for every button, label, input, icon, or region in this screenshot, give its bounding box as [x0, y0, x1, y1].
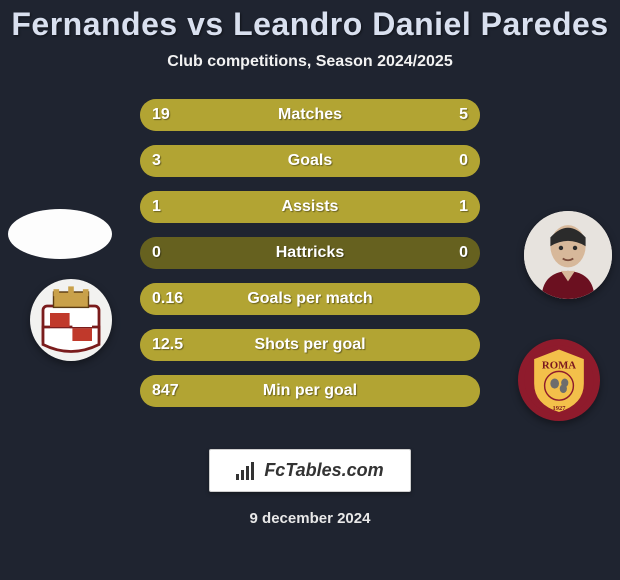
- source-text: FcTables.com: [264, 460, 383, 481]
- page-title: Fernandes vs Leandro Daniel Paredes: [11, 6, 608, 43]
- page-subtitle: Club competitions, Season 2024/2025: [167, 53, 452, 71]
- stat-value-right: 1: [459, 198, 468, 216]
- stat-label: Goals: [140, 152, 480, 170]
- source-badge: FcTables.com: [209, 449, 410, 492]
- stat-row: 0Hattricks0: [140, 237, 480, 269]
- braga-crest-icon: [36, 285, 106, 355]
- stat-value-right: 5: [459, 106, 468, 124]
- stat-value-right: 0: [459, 244, 468, 262]
- stat-row: 19Matches5: [140, 99, 480, 131]
- stat-row: 12.5Shots per goal: [140, 329, 480, 361]
- footer-date: 9 december 2024: [250, 510, 371, 527]
- stat-value-left: 12.5: [152, 336, 183, 354]
- stat-label: Hattricks: [140, 244, 480, 262]
- player-right-club-badge: ROMA 1927: [518, 339, 600, 421]
- content-root: Fernandes vs Leandro Daniel Paredes Club…: [0, 0, 620, 580]
- comparison-arena: ROMA 1927 19Matches53Goals01Assists10Hat…: [0, 99, 620, 419]
- chart-icon: [236, 462, 254, 480]
- stat-value-left: 0: [152, 244, 161, 262]
- stat-value-right: 0: [459, 152, 468, 170]
- stat-label: Goals per match: [140, 290, 480, 308]
- svg-text:ROMA: ROMA: [542, 359, 576, 371]
- stat-value-left: 19: [152, 106, 170, 124]
- svg-text:1927: 1927: [553, 405, 567, 412]
- stat-row: 3Goals0: [140, 145, 480, 177]
- player-left-club-badge: [30, 279, 112, 361]
- stat-row: 0.16Goals per match: [140, 283, 480, 315]
- stat-value-left: 1: [152, 198, 161, 216]
- stat-bars: 19Matches53Goals01Assists10Hattricks00.1…: [140, 99, 480, 407]
- player-right-avatar: [524, 211, 612, 299]
- roma-crest-icon: ROMA 1927: [523, 344, 595, 416]
- player-left-avatar-placeholder: [8, 209, 112, 259]
- stat-row: 1Assists1: [140, 191, 480, 223]
- stat-label: Assists: [140, 198, 480, 216]
- stat-value-left: 0.16: [152, 290, 183, 308]
- stat-value-left: 847: [152, 382, 179, 400]
- stat-label: Shots per goal: [140, 336, 480, 354]
- stat-label: Min per goal: [140, 382, 480, 400]
- stat-row: 847Min per goal: [140, 375, 480, 407]
- stat-label: Matches: [140, 106, 480, 124]
- person-icon: [524, 211, 612, 299]
- stat-value-left: 3: [152, 152, 161, 170]
